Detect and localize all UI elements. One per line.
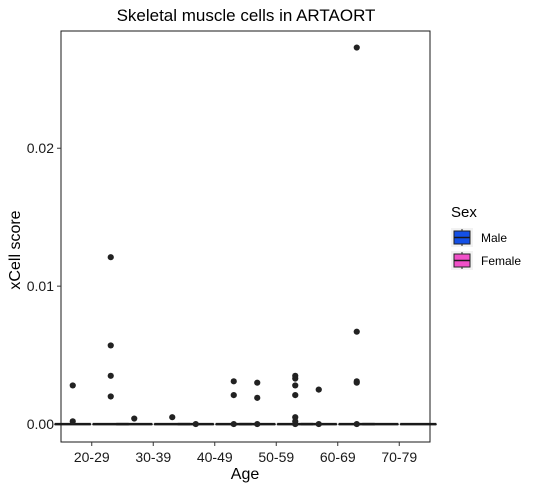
y-tick-label: 0.02 bbox=[27, 140, 54, 156]
outlier-point bbox=[254, 394, 261, 401]
y-axis: 0.00 0.01 0.02 bbox=[27, 140, 61, 432]
outlier-point bbox=[254, 420, 261, 428]
y-tick-label: 0.01 bbox=[27, 278, 54, 294]
chart-title: Skeletal muscle cells in ARTAORT bbox=[117, 6, 376, 25]
outlier-point bbox=[192, 420, 199, 428]
points-layer bbox=[69, 44, 360, 428]
legend-label: Female bbox=[481, 254, 521, 268]
outlier-point bbox=[292, 382, 299, 389]
x-tick-label: 60-69 bbox=[320, 449, 356, 465]
legend-label: Male bbox=[481, 231, 507, 245]
legend-items: Male Female bbox=[451, 228, 521, 270]
outlier-point bbox=[230, 378, 237, 385]
y-tick-label: 0.00 bbox=[27, 416, 54, 432]
x-axis: 20-29 30-39 40-49 50-59 60-69 70-79 bbox=[74, 442, 417, 465]
outlier-point bbox=[315, 420, 322, 428]
x-tick-label: 50-59 bbox=[258, 449, 294, 465]
outlier-point bbox=[353, 44, 360, 51]
y-axis-title: xCell score bbox=[7, 210, 24, 289]
legend-item: Female bbox=[451, 251, 521, 270]
outlier-point bbox=[230, 392, 237, 399]
outlier-point bbox=[292, 420, 299, 428]
outlier-point bbox=[169, 414, 176, 421]
legend-item: Male bbox=[451, 228, 507, 247]
outlier-point bbox=[353, 379, 360, 386]
outlier-point bbox=[107, 372, 114, 379]
outlier-point bbox=[69, 418, 76, 425]
plot-panel bbox=[60, 30, 431, 443]
x-tick-label: 40-49 bbox=[197, 449, 233, 465]
outlier-point bbox=[230, 420, 237, 428]
outlier-point bbox=[292, 392, 299, 399]
outlier-point bbox=[254, 379, 261, 386]
outlier-point bbox=[107, 254, 114, 261]
outlier-point bbox=[315, 386, 322, 393]
x-tick-label: 20-29 bbox=[74, 449, 110, 465]
outlier-point bbox=[69, 382, 76, 389]
legend: Sex Male Female bbox=[451, 204, 521, 270]
x-tick-label: 70-79 bbox=[381, 449, 417, 465]
legend-title: Sex bbox=[451, 204, 477, 221]
outlier-point bbox=[292, 375, 299, 382]
outlier-point bbox=[353, 420, 360, 428]
boxes-layer bbox=[54, 422, 437, 426]
outlier-point bbox=[353, 328, 360, 335]
x-axis-title: Age bbox=[231, 466, 260, 483]
outlier-point bbox=[107, 342, 114, 349]
outlier-point bbox=[107, 393, 114, 400]
x-tick-label: 30-39 bbox=[135, 449, 171, 465]
outlier-point bbox=[131, 415, 138, 422]
